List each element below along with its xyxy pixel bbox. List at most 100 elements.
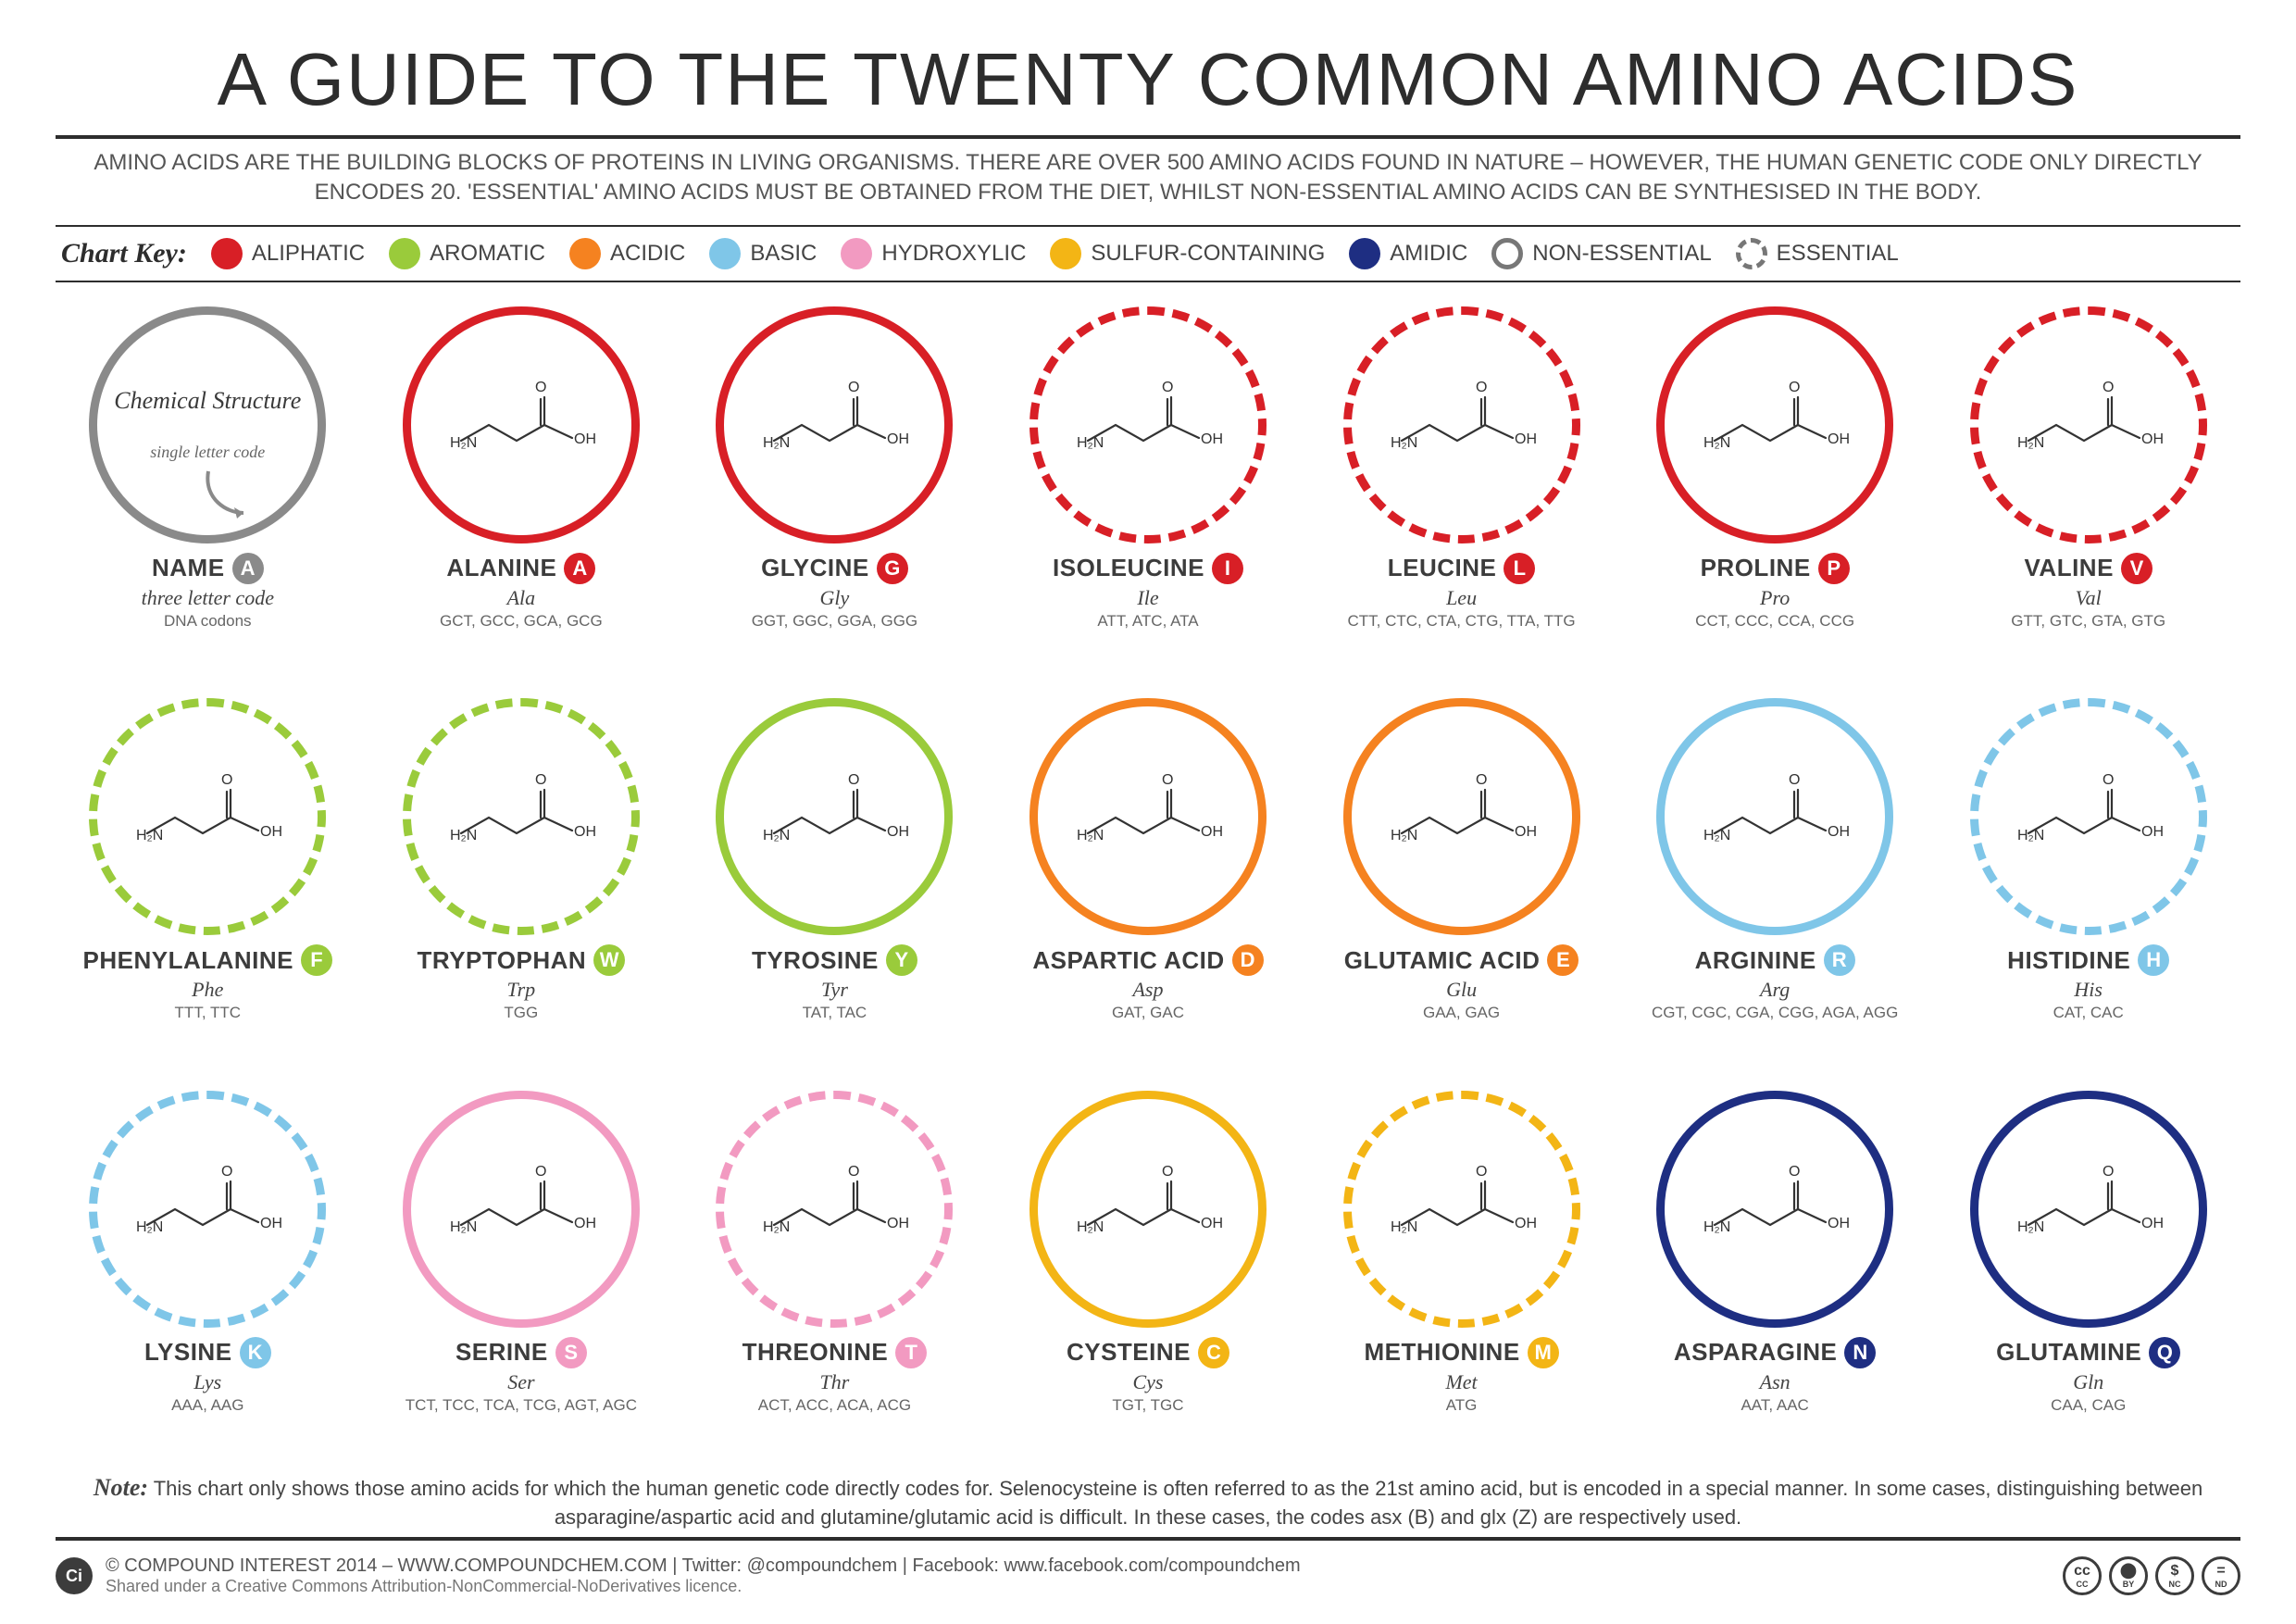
svg-text:O: O	[2103, 1164, 2114, 1180]
amino-acid-card: H₂NOOHCYSTEINECCysTGT, TGC	[996, 1091, 1301, 1466]
cc-nc-icon: $NC	[2155, 1556, 2194, 1595]
chemical-structure-icon: H₂NOOH	[443, 1156, 600, 1262]
divider	[56, 281, 2240, 282]
key-label-text: ESSENTIAL	[1777, 241, 1899, 267]
svg-text:OH: OH	[1515, 431, 1537, 447]
svg-text:OH: OH	[574, 824, 596, 840]
legend-letter-badge: A	[232, 553, 264, 584]
svg-text:O: O	[2103, 772, 2114, 788]
legend-three: three letter code	[142, 586, 274, 610]
dna-codons: TAT, TAC	[803, 1004, 867, 1022]
three-letter-code: Val	[2076, 586, 2102, 610]
ci-logo-icon: Ci	[56, 1557, 93, 1594]
three-letter-code: Leu	[1446, 586, 1477, 610]
key-amidic: AMIDIC	[1349, 238, 1467, 269]
letter-badge: S	[555, 1337, 587, 1368]
dna-codons: AAT, AAC	[1741, 1396, 1808, 1415]
dna-codons: TGT, TGC	[1112, 1396, 1183, 1415]
footnote-text: This chart only shows those amino acids …	[154, 1477, 2202, 1529]
amino-acid-card: H₂NOOHTRYPTOPHANWTrpTGG	[369, 698, 674, 1073]
dna-codons: GAA, GAG	[1423, 1004, 1500, 1022]
letter-badge: Y	[886, 944, 917, 976]
key-hydroxylic: HYDROXYLIC	[841, 238, 1026, 269]
amino-acid-card: H₂NOOHASPARTIC ACIDDAspGAT, GAC	[996, 698, 1301, 1073]
legend-chemstruct: Chemical Structure	[114, 388, 301, 415]
chemical-structure-icon: H₂NOOH	[1696, 764, 1853, 870]
svg-text:OH: OH	[1515, 1216, 1537, 1231]
svg-text:H₂N: H₂N	[450, 435, 477, 451]
structure-circle: H₂NOOH	[1656, 306, 1893, 543]
amino-name: ASPARTIC ACID	[1032, 946, 1224, 975]
structure-circle: H₂NOOH	[403, 306, 640, 543]
amino-name: METHIONINE	[1364, 1338, 1519, 1367]
amino-name: VALINE	[2025, 554, 2114, 582]
structure-circle: H₂NOOH	[89, 1091, 326, 1328]
structure-circle: H₂NOOH	[716, 698, 953, 935]
key-basic: BASIC	[709, 238, 817, 269]
footer-licence: Shared under a Creative Commons Attribut…	[106, 1577, 1301, 1596]
swatch-icon	[389, 238, 420, 269]
footer: Ci © COMPOUND INTEREST 2014 – WWW.COMPOU…	[56, 1555, 2240, 1596]
svg-text:H₂N: H₂N	[1703, 1219, 1730, 1235]
legend-card: Chemical Structure single letter code NA…	[56, 306, 360, 681]
chemical-structure-icon: H₂NOOH	[1069, 371, 1227, 478]
key-non-essential: NON-ESSENTIAL	[1491, 238, 1711, 269]
key-essential: ESSENTIAL	[1736, 238, 1899, 269]
svg-text:H₂N: H₂N	[1077, 1219, 1104, 1235]
letter-badge: F	[301, 944, 332, 976]
structure-circle: H₂NOOH	[716, 1091, 953, 1328]
cc-by-icon: ⬤BY	[2109, 1556, 2148, 1595]
chemical-structure-icon: H₂NOOH	[443, 371, 600, 478]
amino-acid-card: H₂NOOHLEUCINELLeuCTT, CTC, CTA, CTG, TTA…	[1309, 306, 1614, 681]
three-letter-code: Asp	[1132, 978, 1163, 1002]
key-label-text: BASIC	[750, 241, 817, 267]
legend-name: NAME	[152, 554, 225, 582]
amino-acid-card: H₂NOOHLYSINEKLysAAA, AAG	[56, 1091, 360, 1466]
amino-acid-card: H₂NOOHPROLINEPProCCT, CCC, CCA, CCG	[1623, 306, 1928, 681]
svg-text:H₂N: H₂N	[1703, 828, 1730, 843]
svg-text:OH: OH	[1828, 431, 1850, 447]
svg-text:H₂N: H₂N	[763, 1219, 790, 1235]
three-letter-code: Trp	[507, 978, 536, 1002]
key-acidic: ACIDIC	[569, 238, 685, 269]
three-letter-code: Asn	[1760, 1370, 1791, 1394]
amino-name: GLUTAMINE	[1996, 1338, 2141, 1367]
svg-text:H₂N: H₂N	[1703, 435, 1730, 451]
letter-badge: G	[877, 553, 908, 584]
svg-text:H₂N: H₂N	[2017, 828, 2044, 843]
amino-acid-card: H₂NOOHHISTIDINEHHisCAT, CAC	[1936, 698, 2240, 1073]
page-title: A GUIDE TO THE TWENTY COMMON AMINO ACIDS	[56, 37, 2240, 122]
dna-codons: CCT, CCC, CCA, CCG	[1695, 612, 1854, 631]
dna-codons: GTT, GTC, GTA, GTG	[2011, 612, 2165, 631]
svg-text:O: O	[535, 380, 546, 395]
svg-text:H₂N: H₂N	[763, 435, 790, 451]
three-letter-code: Thr	[820, 1370, 850, 1394]
swatch-icon	[1349, 238, 1380, 269]
amino-name: TYROSINE	[752, 946, 879, 975]
amino-name: SERINE	[455, 1338, 548, 1367]
dna-codons: GAT, GAC	[1112, 1004, 1184, 1022]
chemical-structure-icon: H₂NOOH	[1069, 764, 1227, 870]
amino-acid-card: H₂NOOHGLUTAMIC ACIDEGluGAA, GAG	[1309, 698, 1614, 1073]
legend-single-letter: single letter code	[114, 443, 301, 462]
svg-text:O: O	[848, 772, 859, 788]
page-subtitle: AMINO ACIDS ARE THE BUILDING BLOCKS OF P…	[56, 148, 2240, 218]
svg-text:OH: OH	[887, 824, 909, 840]
amino-name: ARGININE	[1695, 946, 1816, 975]
dna-codons: CGT, CGC, CGA, CGG, AGA, AGG	[1652, 1004, 1898, 1022]
dna-codons: TCT, TCC, TCA, TCG, AGT, AGC	[406, 1396, 637, 1415]
arrow-icon	[199, 467, 255, 522]
structure-circle: H₂NOOH	[1970, 698, 2207, 935]
dna-codons: GCT, GCC, GCA, GCG	[440, 612, 603, 631]
svg-text:O: O	[221, 1164, 232, 1180]
three-letter-code: Ile	[1137, 586, 1158, 610]
three-letter-code: Cys	[1132, 1370, 1163, 1394]
svg-text:H₂N: H₂N	[450, 1219, 477, 1235]
structure-circle: H₂NOOH	[1343, 306, 1580, 543]
amino-acid-card: H₂NOOHASPARAGINENAsnAAT, AAC	[1623, 1091, 1928, 1466]
letter-badge: W	[593, 944, 625, 976]
svg-text:OH: OH	[887, 431, 909, 447]
chart-key: Chart Key: ALIPHATICAROMATICACIDICBASICH…	[56, 234, 2240, 273]
svg-text:H₂N: H₂N	[450, 828, 477, 843]
amino-name: GLYCINE	[761, 554, 869, 582]
